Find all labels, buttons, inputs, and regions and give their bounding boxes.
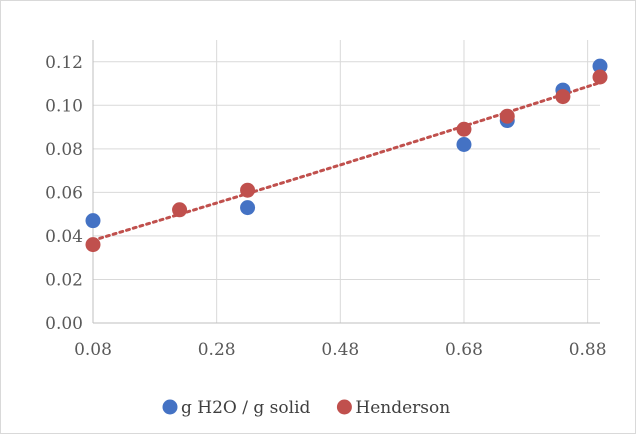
y-tick-label: 0.06 [45,183,83,203]
legend: g H2O / g solid Henderson [162,398,450,418]
y-tick-label: 0.08 [45,140,83,160]
data-point-series-2 [499,108,515,124]
y-axis-tick-labels: 0.00 0.02 0.04 0.06 0.08 0.10 0.12 [45,53,83,334]
x-tick-label: 0.68 [445,340,483,360]
data-point-series-1 [85,213,101,229]
data-point-series-2 [456,121,472,137]
y-tick-label: 0.02 [45,270,83,290]
data-point-series-2 [240,182,256,198]
x-tick-label: 0.48 [321,340,359,360]
x-tick-label: 0.88 [569,340,607,360]
y-tick-label: 0.12 [45,53,83,73]
axes [92,40,600,324]
data-point-series-2 [592,69,608,85]
data-point-series-1 [592,58,608,74]
legend-label-series-2: Henderson [355,398,450,418]
data-point-series-2 [85,237,101,253]
data-point-series-2 [172,202,188,218]
x-axis-tick-labels: 0.08 0.28 0.48 0.68 0.88 [74,340,606,360]
legend-marker-series-2 [336,399,352,415]
legend-label-series-1: g H2O / g solid [181,398,311,418]
grid-lines [93,40,600,323]
legend-marker-series-1 [162,399,178,415]
data-point-series-1 [240,200,256,216]
data-point-series-1 [456,136,472,152]
data-points [85,58,608,253]
data-point-series-2 [555,89,571,105]
x-tick-label: 0.28 [198,340,236,360]
y-tick-label: 0.04 [45,227,83,247]
y-tick-label: 0.00 [45,314,83,334]
trendline [91,81,602,242]
trendline-path [91,81,602,242]
y-tick-label: 0.10 [45,96,83,116]
x-tick-label: 0.08 [74,340,112,360]
